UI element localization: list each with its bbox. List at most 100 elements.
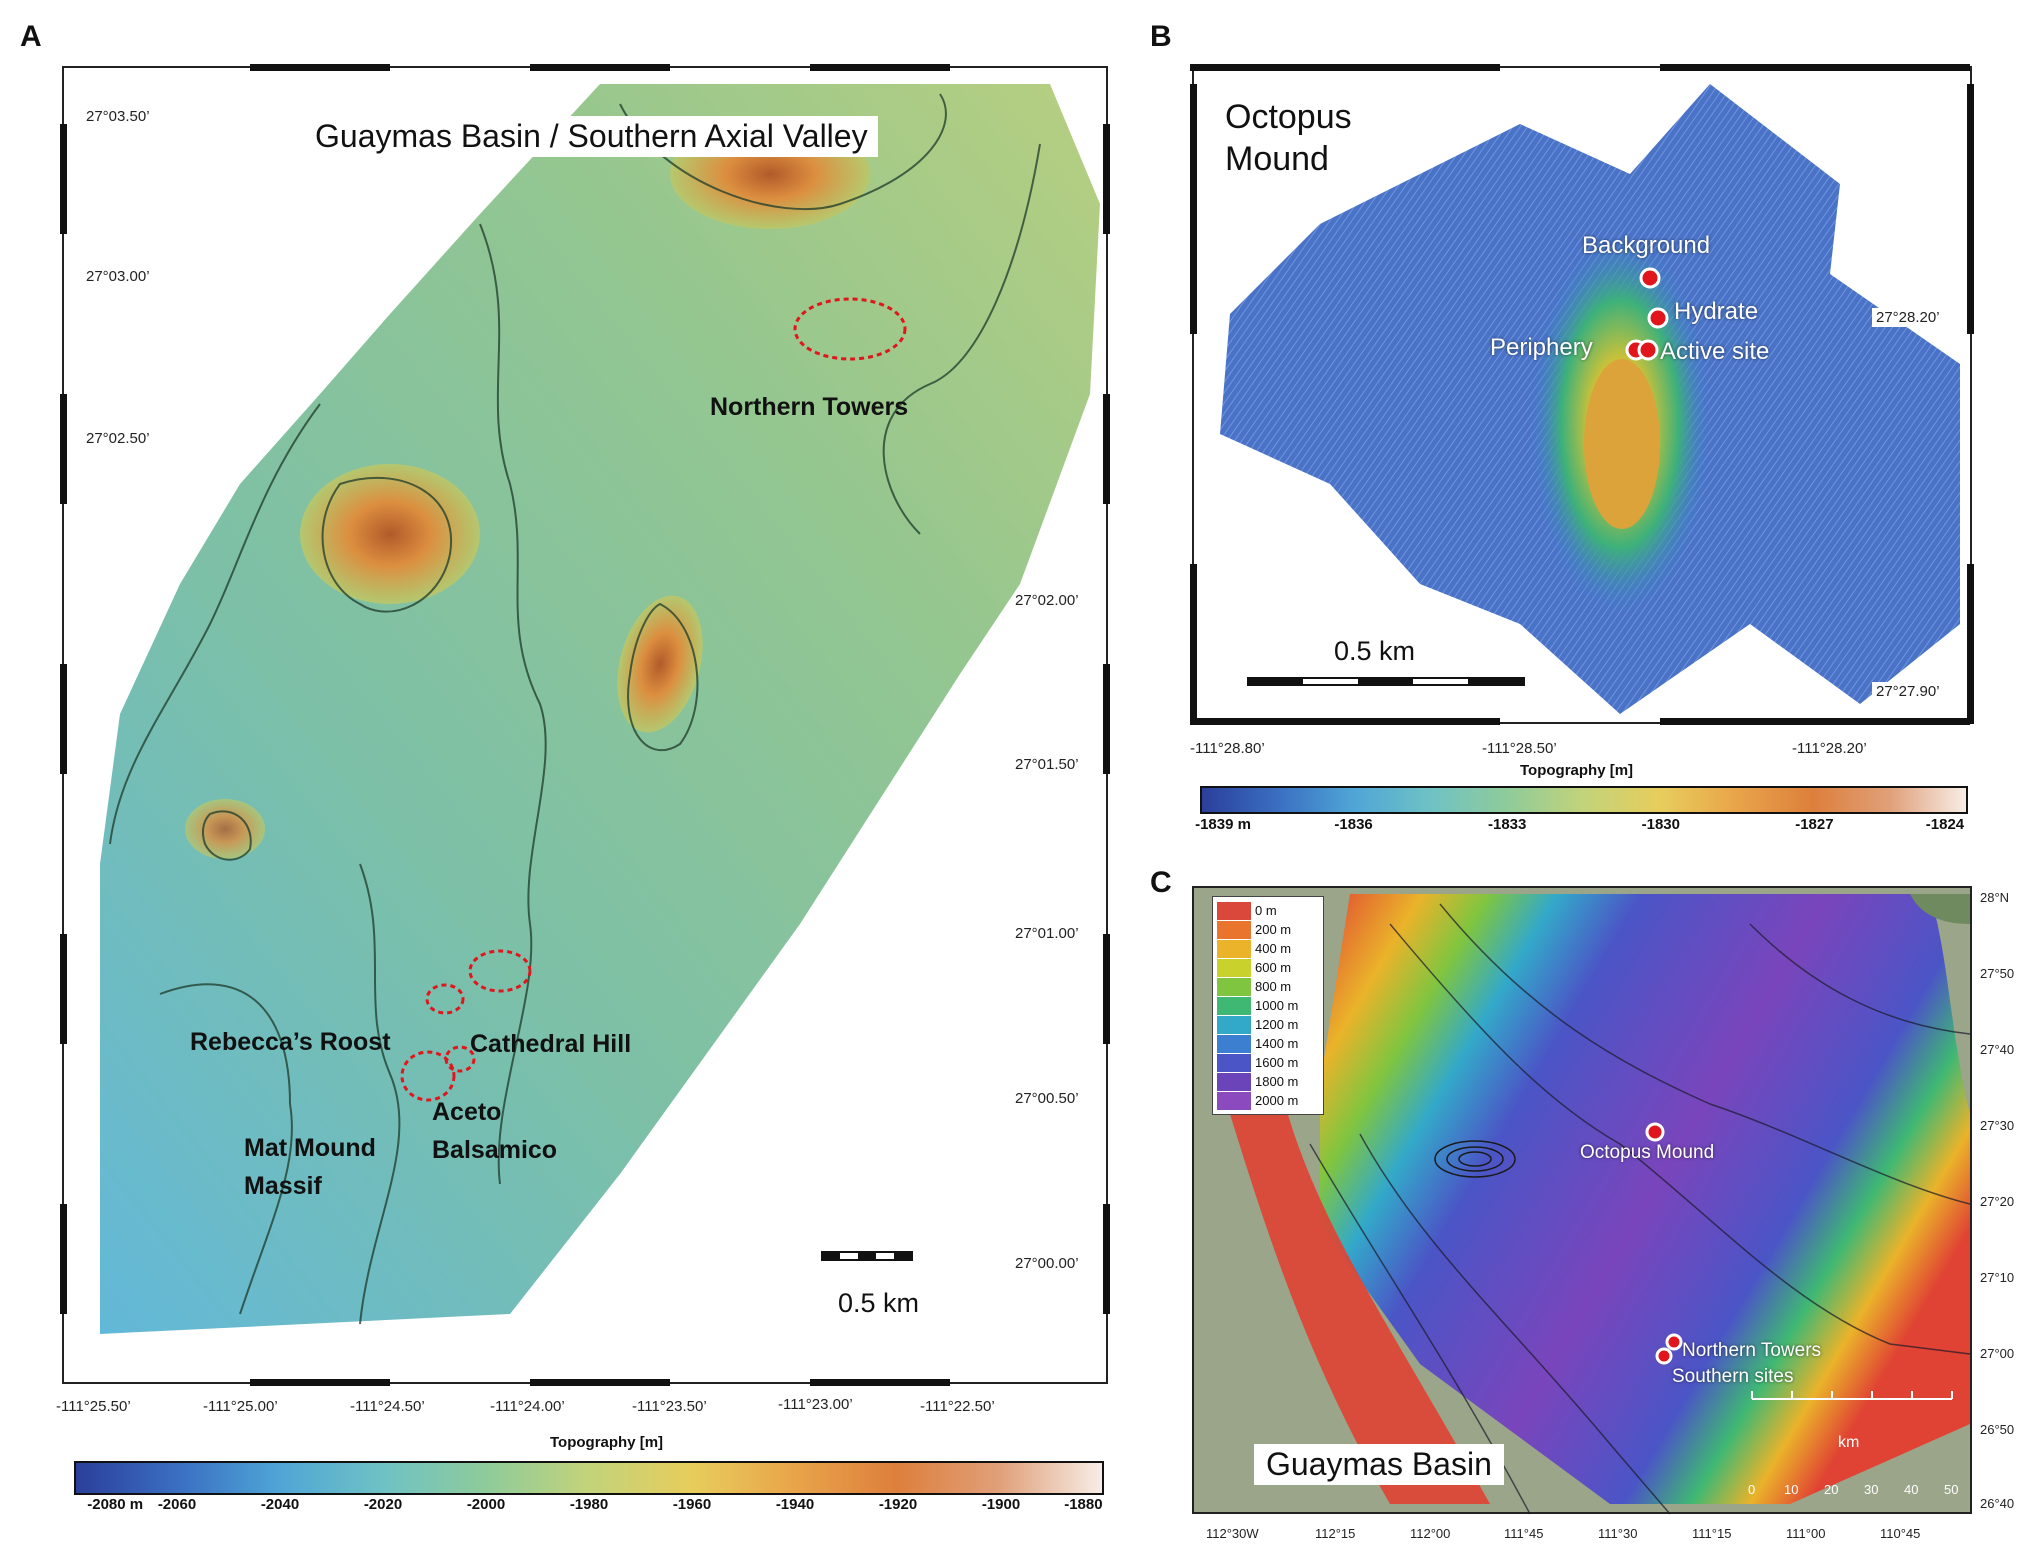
panel-a-lat-label: 27°00.50’ <box>1015 1090 1079 1107</box>
legend-item: 1000 m <box>1217 996 1319 1015</box>
legend-swatch <box>1217 977 1251 996</box>
panel-b-lon-label: -111°28.20’ <box>1792 740 1867 757</box>
legend-swatch <box>1217 939 1251 958</box>
panel-a-cb-tick: -2060 <box>157 1496 197 1513</box>
panel-b-lat-label: 27°27.90’ <box>1872 682 1944 701</box>
panel-c-lon-label: 112°15 <box>1315 1526 1356 1541</box>
legend-swatch <box>1217 1072 1251 1091</box>
scale-tick: 40 <box>1904 1482 1919 1497</box>
panel-b-cb-tick: -1827 <box>1795 816 1834 833</box>
cathedral-hill-label: Cathedral Hill <box>470 1030 632 1058</box>
panel-a-cb-tick: -1900 <box>981 1496 1021 1513</box>
panel-a-lon-label: -111°23.50’ <box>632 1398 707 1415</box>
background-site-label: Background <box>1582 232 1711 259</box>
panel-c-lat-label: 27°20 <box>1980 1194 2015 1209</box>
panel-c-lat-label: 27°40 <box>1980 1042 2015 1057</box>
panel-a-map <box>60 64 1110 1386</box>
panel-c-lon-label: 112°00 <box>1410 1526 1451 1541</box>
panel-c-lat-label: 27°00 <box>1980 1346 2015 1361</box>
legend-label: 200 m <box>1255 922 1292 937</box>
panel-a-letter: A <box>20 20 42 53</box>
legend-item: 0 m <box>1217 901 1319 920</box>
panel-c-lon-label: 111°00 <box>1786 1526 1826 1541</box>
panel-a-lat-label: 27°02.00’ <box>1015 592 1079 609</box>
panel-a-cb-tick: -2000 <box>466 1496 506 1513</box>
panel-c-depth-legend: 0 m 200 m 400 m 600 m 800 m 1000 m 1200 … <box>1212 896 1324 1115</box>
panel-b-lat-label: 27°28.20’ <box>1872 308 1944 327</box>
panel-a-title: Guaymas Basin / Southern Axial Valley <box>305 116 878 157</box>
legend-swatch <box>1217 920 1251 939</box>
panel-c-lat-label: 27°50 <box>1980 966 2015 981</box>
panel-c-lat-label: 26°50 <box>1980 1422 2015 1437</box>
panel-b-cb-tick: -1830 <box>1641 816 1680 833</box>
panel-a-lat-label: 27°00.00’ <box>1015 1255 1079 1272</box>
panel-b-title-line1: Octopus <box>1225 98 1352 136</box>
legend-label: 0 m <box>1255 903 1277 918</box>
panel-c-scale-bar <box>1751 1391 1953 1400</box>
scale-tick: 10 <box>1784 1482 1799 1497</box>
panel-a-lat-label: 27°01.00’ <box>1015 925 1079 942</box>
legend-swatch <box>1217 1015 1251 1034</box>
legend-item: 1200 m <box>1217 1015 1319 1034</box>
legend-swatch <box>1217 1034 1251 1053</box>
panel-b-cb-tick: -1824 <box>1925 816 1965 833</box>
legend-label: 600 m <box>1255 960 1292 975</box>
legend-swatch <box>1217 1091 1251 1110</box>
legend-label: 1400 m <box>1255 1036 1299 1051</box>
panel-a-lon-label: -111°22.50’ <box>920 1398 995 1415</box>
rebeccas-roost-label: Rebecca’s Roost <box>190 1028 391 1056</box>
panel-a-cb-tick: -2080 m <box>87 1496 144 1513</box>
legend-label: 1600 m <box>1255 1055 1299 1070</box>
scale-tick: 50 <box>1944 1482 1959 1497</box>
legend-label: 1800 m <box>1255 1074 1299 1089</box>
panel-c-scale-unit: km <box>1838 1434 1860 1451</box>
panel-c-lat-label: 27°30 <box>1980 1118 2015 1133</box>
panel-a-cb-tick: -2040 <box>260 1496 300 1513</box>
panel-a-colorbar-title: Topography [m] <box>550 1434 664 1451</box>
legend-item: 200 m <box>1217 920 1319 939</box>
panel-b-cb-tick: -1839 m <box>1195 816 1251 833</box>
panel-b-lon-label: -111°28.50’ <box>1482 740 1557 757</box>
legend-item: 1600 m <box>1217 1053 1319 1072</box>
panel-c-lon-label: 111°45 <box>1504 1526 1544 1541</box>
hydrate-site-label: Hydrate <box>1674 298 1759 325</box>
panel-c-lon-label: 112°30W <box>1206 1526 1259 1541</box>
southern-sites-label: Southern sites <box>1672 1366 1794 1387</box>
legend-swatch <box>1217 996 1251 1015</box>
panel-c-lat-label: 27°10 <box>1980 1270 2015 1285</box>
panel-a-lon-label: -111°24.50’ <box>350 1398 425 1415</box>
panel-a-cb-tick: -1880 <box>1064 1496 1103 1513</box>
legend-item: 800 m <box>1217 977 1319 996</box>
aceto-label-line2: Balsamico <box>432 1136 558 1164</box>
panel-a-colorbar-ticks: -2080 m -2060 -2040 -2020 -2000 -1980 -1… <box>74 1496 1104 1518</box>
panel-a-cb-tick: -1980 <box>569 1496 609 1513</box>
panel-b-colorbar <box>1200 786 1968 814</box>
legend-label: 1200 m <box>1255 1017 1299 1032</box>
legend-item: 1800 m <box>1217 1072 1319 1091</box>
panel-a-colorbar <box>74 1461 1104 1495</box>
panel-c-lon-label: 111°15 <box>1692 1526 1732 1541</box>
mat-mound-label-line1: Mat Mound <box>244 1134 376 1162</box>
legend-label: 1000 m <box>1255 998 1299 1013</box>
legend-swatch <box>1217 901 1251 920</box>
aceto-label-line1: Aceto <box>432 1098 502 1126</box>
scale-tick: 30 <box>1864 1482 1879 1497</box>
periphery-site-label: Periphery <box>1490 334 1593 361</box>
scale-tick: 0 <box>1748 1482 1756 1497</box>
panel-b-cb-tick: -1836 <box>1334 816 1373 833</box>
panel-a-lon-label: -111°23.00’ <box>778 1396 853 1413</box>
panel-c-scale-ticks: 0 10 20 30 40 50 <box>1742 1404 1962 1497</box>
legend-label: 400 m <box>1255 941 1292 956</box>
panel-b-colorbar-ticks: -1839 m -1836 -1833 -1830 -1827 -1824 <box>1195 816 1968 838</box>
panel-a-lon-label: -111°24.00’ <box>490 1398 565 1415</box>
panel-b-title-line2: Mound <box>1225 140 1329 178</box>
legend-item: 600 m <box>1217 958 1319 977</box>
panel-c-lat-label: 26°40 <box>1980 1496 2015 1511</box>
northern-towers-c-label: Northern Towers <box>1682 1340 1822 1361</box>
panel-b-map <box>1190 64 1974 725</box>
panel-a-cb-tick: -1940 <box>775 1496 815 1513</box>
northern-towers-label: Northern Towers <box>710 393 909 421</box>
panel-b-title: Octopus Mound <box>1225 96 1352 180</box>
panel-a-lon-label: -111°25.50’ <box>56 1398 131 1415</box>
panel-b-letter: B <box>1150 20 1172 53</box>
